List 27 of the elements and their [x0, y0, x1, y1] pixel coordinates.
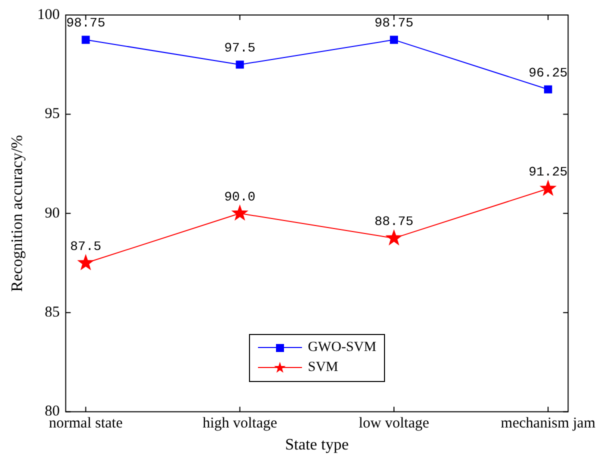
- data-label: 90.0: [224, 189, 256, 204]
- data-label: 97.5: [224, 40, 256, 56]
- point: [544, 85, 552, 94]
- y-tick-label: 100: [37, 6, 60, 23]
- y-tick-label: 95: [44, 106, 60, 122]
- data-label: 98.75: [66, 16, 106, 31]
- y-tick-label: 90: [44, 205, 60, 222]
- legend-label: SVM: [308, 360, 338, 376]
- y-tick-label: 85: [44, 304, 60, 321]
- point: [390, 36, 398, 44]
- data-label: 96.25: [528, 65, 568, 80]
- point: [82, 36, 90, 44]
- data-label: 91.25: [528, 164, 568, 180]
- x-tick-label: low voltage: [358, 416, 430, 432]
- x-tick-label: mechanism jam: [500, 416, 596, 432]
- data-label: 88.75: [374, 214, 414, 230]
- data-label: 87.5: [70, 238, 102, 254]
- x-axis-title: State type: [285, 436, 349, 454]
- point: [236, 60, 244, 69]
- y-axis-title: Recognition accuracy/%: [8, 134, 26, 292]
- data-label: 98.75: [374, 16, 414, 31]
- point: [231, 204, 248, 221]
- point: [540, 180, 557, 196]
- point: [77, 254, 94, 270]
- legend-label: GWO-SVM: [308, 340, 376, 356]
- x-tick-label: high voltage: [202, 416, 278, 432]
- point: [385, 229, 403, 246]
